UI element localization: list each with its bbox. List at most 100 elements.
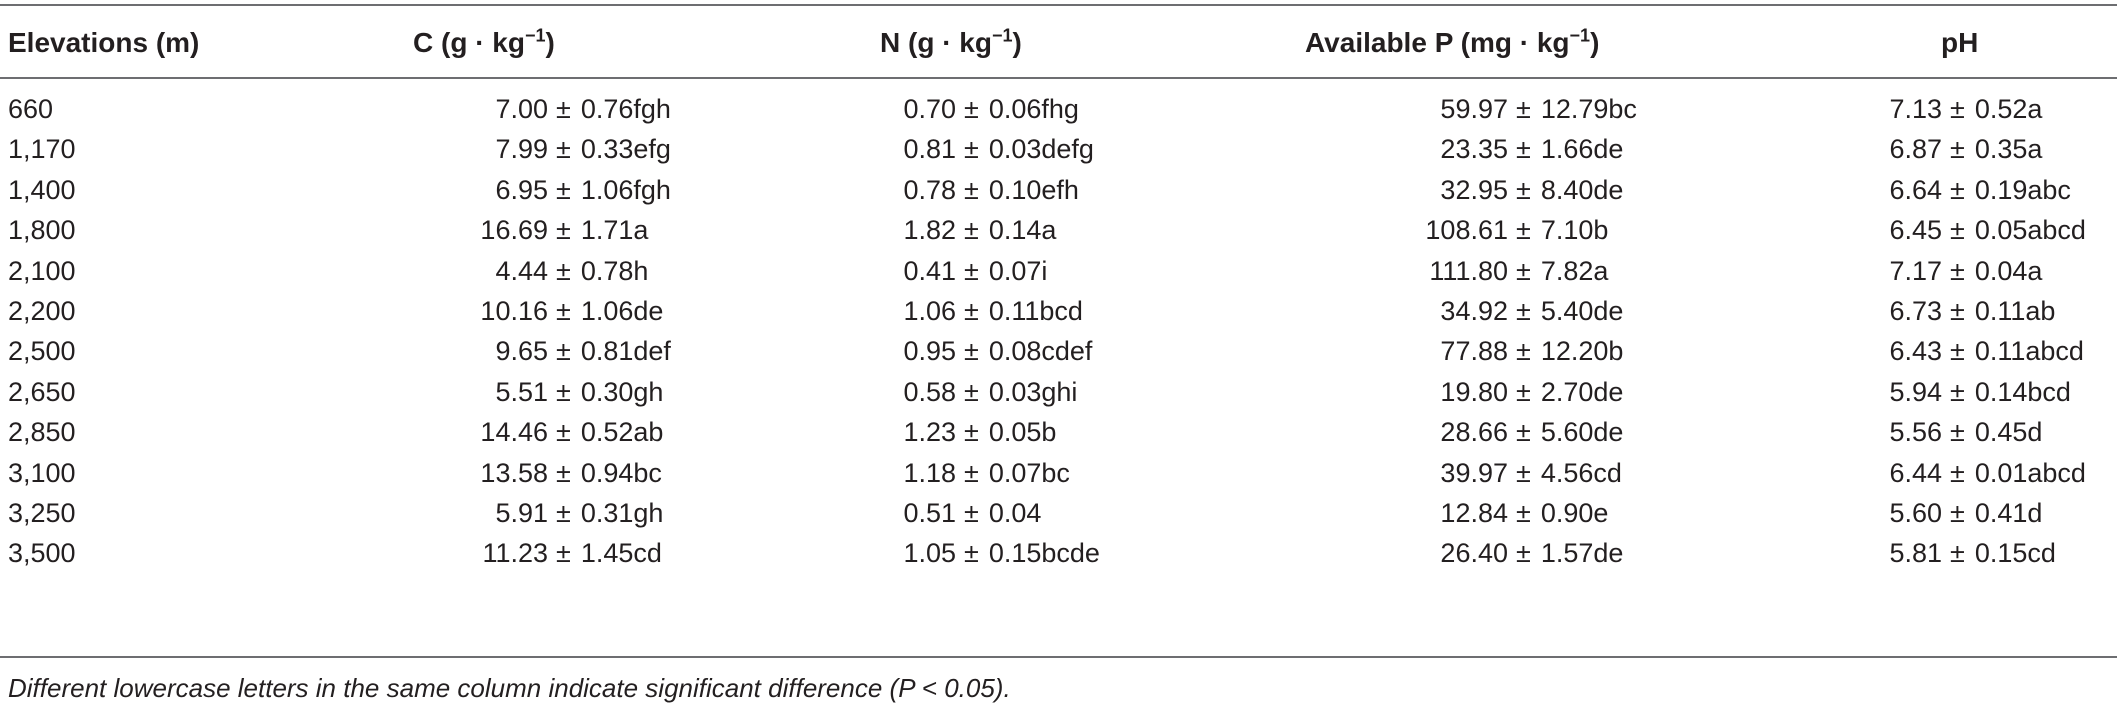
cell-nitrogen: 1.05 ±0.15bcde [844, 533, 1100, 573]
cell-ph: 5.94 ±0.14bcd [1830, 372, 2071, 412]
cell-elevation: 1,170 [8, 134, 76, 165]
plus-minus-sign: ± [1950, 215, 1965, 246]
table-row: 2,500 9.65 ±0.81def 0.95 ±0.08cdef 77.88 ±12.2… [0, 331, 2117, 371]
table-header-row: Elevations (m) C (g · kg−1) N (g · kg−1)… [0, 6, 2117, 77]
cell-carbon-sd: 0.33efg [580, 134, 671, 165]
cell-carbon-mean: 13.58 [480, 457, 548, 488]
cell-available-p: 26.40 ±1.57de [1326, 533, 1623, 573]
cell-ph: 6.64 ±0.19abc [1830, 170, 2071, 210]
cell-ph-sd: 0.45d [1974, 417, 2043, 448]
table-row: 1,170 7.99 ±0.33efg 0.81 ±0.03defg 23.35 ±1.66… [0, 129, 2117, 169]
plus-minus-sign: ± [964, 457, 979, 488]
cell-ph-sd: 0.15cd [1974, 538, 2056, 569]
cell-available-p: 77.88 ±12.20b [1326, 331, 1623, 371]
cell-nitrogen-sd: 0.11bcd [988, 296, 1083, 326]
header-carbon-exponent: −1 [525, 25, 546, 46]
cell-carbon: 5.51 ±0.30gh [370, 372, 663, 412]
cell-ph-mean: 6.43 [1889, 336, 1942, 367]
plus-minus-sign: ± [1516, 376, 1531, 407]
cell-nitrogen-sd: 0.07i [988, 255, 1048, 286]
header-nitrogen: N (g · kg−1) [880, 26, 1022, 60]
plus-minus-sign: ± [556, 174, 571, 205]
cell-carbon-sd: 1.45cd [580, 538, 662, 569]
cell-available-p-mean: 28.66 [1440, 417, 1508, 448]
cell-ph-sd: 0.04a [1974, 255, 2043, 286]
cell-nitrogen: 0.70 ±0.06fhg [844, 89, 1078, 129]
table-row: 2,850 14.46 ±0.52ab 1.23 ±0.05b 28.66 ±5.60de 5… [0, 412, 2117, 452]
cell-carbon-sd: 1.06fgh [580, 174, 671, 205]
cell-ph-mean: 5.81 [1889, 538, 1942, 569]
cell-available-p: 23.35 ±1.66de [1326, 129, 1623, 169]
cell-carbon: 10.16 ±1.06de [370, 291, 663, 331]
cell-ph-mean: 6.87 [1889, 134, 1942, 165]
header-available-p-close: ) [1590, 27, 1600, 58]
cell-nitrogen-mean: 0.41 [903, 255, 956, 286]
cell-nitrogen-mean: 0.51 [903, 498, 956, 528]
cell-ph-mean: 7.13 [1889, 94, 1942, 124]
cell-carbon-mean: 7.00 [495, 94, 548, 124]
cell-carbon-mean: 5.91 [495, 498, 548, 528]
header-nitrogen-label: N (g · kg [880, 27, 992, 58]
cell-nitrogen-mean: 0.70 [903, 94, 956, 124]
cell-nitrogen: 1.06 ±0.11bcd [844, 291, 1083, 331]
table-row: 3,100 13.58 ±0.94bc 1.18 ±0.07bc 39.97 ±4.56cd… [0, 453, 2117, 493]
cell-available-p: 32.95 ±8.40de [1326, 170, 1623, 210]
cell-available-p-sd: 5.40de [1540, 296, 1624, 326]
header-carbon-label: C (g · kg [413, 27, 525, 58]
cell-carbon: 9.65 ±0.81def [370, 331, 671, 371]
plus-minus-sign: ± [1950, 134, 1965, 165]
cell-carbon-sd: 0.52ab [580, 417, 664, 448]
cell-available-p: 108.61 ±7.10b [1326, 210, 1608, 250]
plus-minus-sign: ± [1950, 296, 1965, 326]
cell-available-p-sd: 0.90e [1540, 498, 1609, 528]
plus-minus-sign: ± [556, 296, 571, 326]
header-available-p: Available P (mg · kg−1) [1305, 26, 1599, 60]
cell-ph-sd: 0.11abcd [1974, 336, 2084, 367]
cell-ph: 6.44 ±0.01abcd [1830, 453, 2086, 493]
cell-carbon: 4.44 ±0.78h [370, 251, 648, 291]
cell-available-p: 28.66 ±5.60de [1326, 412, 1623, 452]
cell-carbon-sd: 1.71a [580, 215, 649, 246]
cell-carbon-mean: 4.44 [495, 255, 548, 286]
cell-available-p-sd: 4.56cd [1540, 457, 1622, 488]
cell-nitrogen-sd: 0.10efh [988, 174, 1079, 205]
cell-nitrogen: 0.95 ±0.08cdef [844, 331, 1092, 371]
cell-nitrogen-mean: 1.23 [903, 417, 956, 448]
cell-carbon-sd: 0.94bc [580, 457, 662, 488]
cell-carbon-sd: 0.81def [580, 336, 671, 367]
header-nitrogen-close: ) [1012, 27, 1022, 58]
cell-available-p-sd: 1.57de [1540, 538, 1624, 569]
cell-available-p-mean: 77.88 [1440, 336, 1508, 367]
plus-minus-sign: ± [556, 538, 571, 569]
cell-carbon: 7.00 ±0.76fgh [370, 89, 670, 129]
header-nitrogen-exponent: −1 [992, 25, 1013, 46]
table-row: 1,800 16.69 ±1.71a 1.82 ±0.14a 108.61 ±7.10b 6.… [0, 210, 2117, 250]
cell-elevation: 3,250 [8, 498, 76, 528]
cell-ph-mean: 6.44 [1889, 457, 1942, 488]
cell-nitrogen: 1.23 ±0.05b [844, 412, 1056, 452]
plus-minus-sign: ± [556, 94, 571, 124]
cell-ph-mean: 5.56 [1889, 417, 1942, 448]
plus-minus-sign: ± [556, 376, 571, 407]
cell-carbon-sd: 0.31gh [580, 498, 664, 528]
cell-ph-mean: 7.17 [1889, 255, 1942, 286]
cell-ph-sd: 0.01abcd [1974, 457, 2086, 488]
header-available-p-label: Available P (mg · kg [1305, 27, 1570, 58]
cell-available-p-mean: 108.61 [1425, 215, 1508, 246]
cell-ph-sd: 0.19abc [1974, 174, 2071, 205]
cell-ph: 6.43 ±0.11abcd [1830, 331, 2084, 371]
cell-carbon-mean: 11.23 [482, 538, 548, 569]
cell-available-p-mean: 111.80 [1429, 255, 1508, 286]
cell-available-p-mean: 32.95 [1440, 174, 1508, 205]
cell-elevation: 2,850 [8, 417, 76, 448]
cell-nitrogen-mean: 1.05 [903, 538, 956, 569]
cell-available-p-mean: 26.40 [1440, 538, 1508, 569]
cell-ph-sd: 0.14bcd [1974, 376, 2071, 407]
plus-minus-sign: ± [1516, 94, 1531, 124]
cell-available-p-mean: 23.35 [1440, 134, 1508, 165]
plus-minus-sign: ± [1950, 538, 1965, 569]
cell-available-p-mean: 19.80 [1440, 376, 1508, 407]
cell-carbon: 6.95 ±1.06fgh [370, 170, 671, 210]
plus-minus-sign: ± [1516, 417, 1531, 448]
header-ph: pH [1941, 27, 1979, 58]
